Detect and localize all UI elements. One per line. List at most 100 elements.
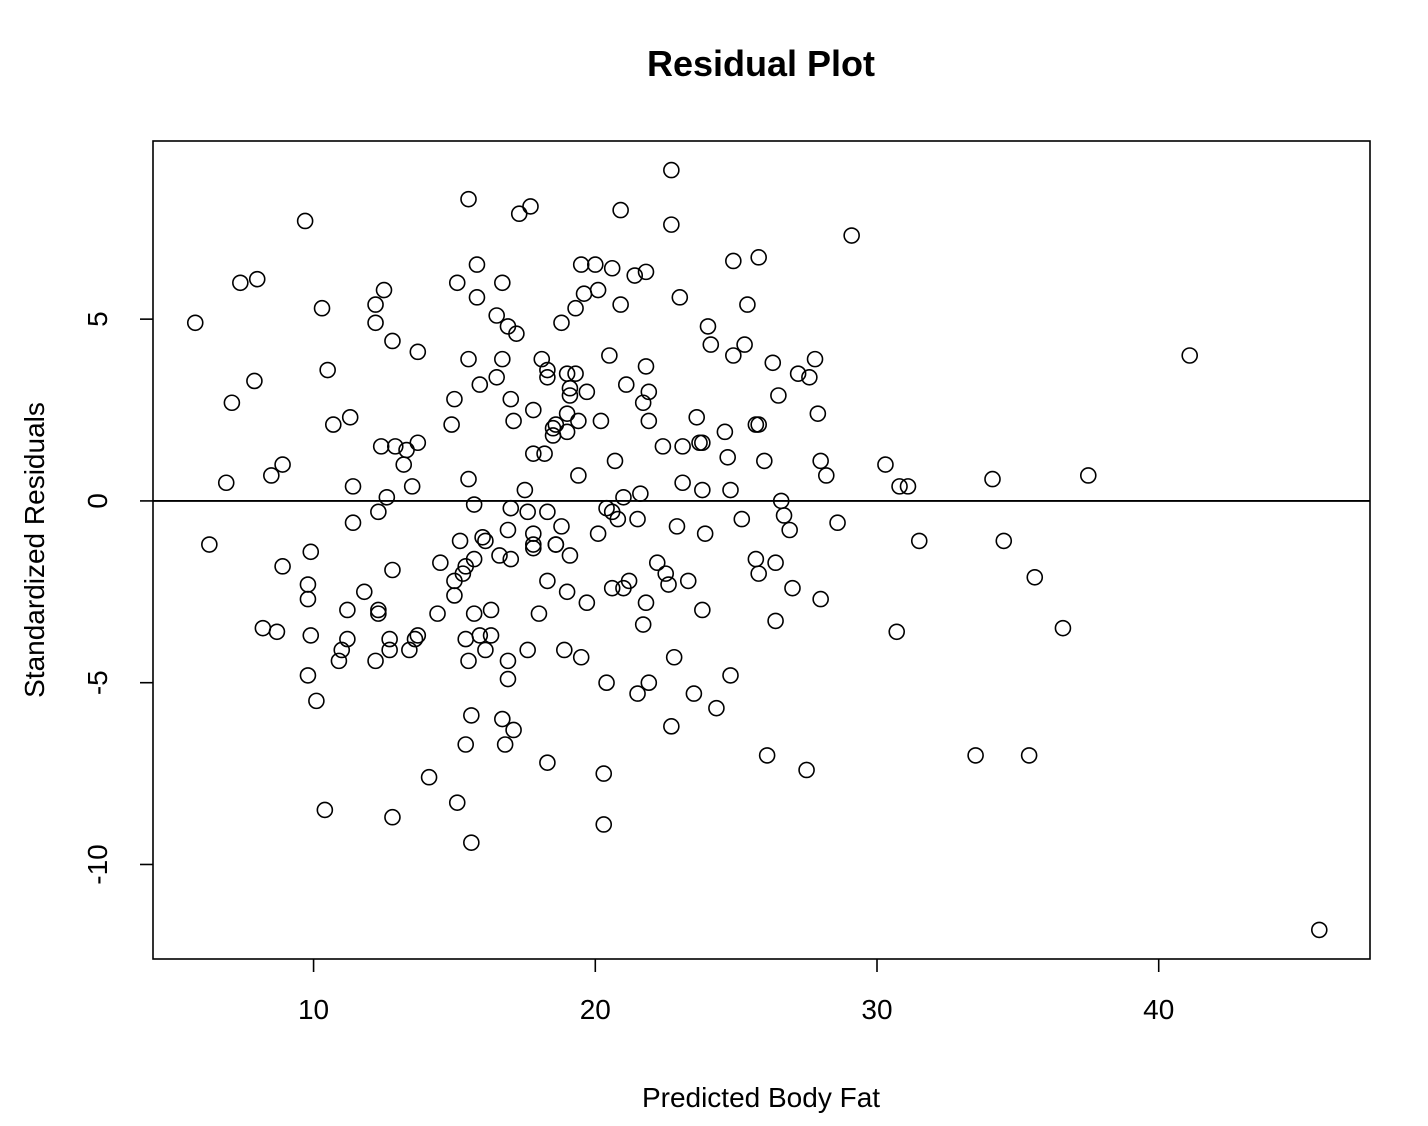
data-point [722, 667, 739, 684]
data-point [248, 270, 266, 288]
data-point [488, 369, 505, 386]
data-point [888, 623, 906, 641]
data-point [694, 601, 711, 619]
data-point [578, 594, 596, 612]
data-point [609, 510, 627, 528]
data-point [296, 212, 314, 230]
data-point [620, 572, 638, 590]
data-point [812, 590, 829, 608]
data-point [454, 565, 472, 582]
data-point [648, 554, 666, 572]
data-point [308, 692, 325, 710]
data-point [395, 456, 413, 473]
data-point [567, 365, 584, 382]
data-point [603, 579, 621, 597]
data-point [674, 438, 691, 455]
data-point [558, 423, 576, 441]
data-point [910, 532, 928, 550]
data-point [629, 685, 646, 702]
data-point [660, 576, 677, 593]
data-point [299, 590, 317, 608]
data-point [482, 627, 500, 644]
data-point [570, 412, 587, 430]
data-point [654, 438, 672, 455]
data-point [702, 336, 720, 353]
data-point [640, 412, 658, 430]
data-point [758, 747, 776, 764]
data-point [674, 474, 691, 492]
data-point [319, 361, 336, 379]
data-point [274, 456, 291, 473]
data-point [764, 354, 782, 372]
data-point [384, 561, 401, 579]
data-point [465, 550, 483, 568]
y-tick-label: 0 [82, 493, 113, 509]
data-point [561, 547, 579, 564]
data-point [460, 652, 477, 670]
data-point [499, 652, 517, 670]
data-point [789, 365, 807, 382]
data-point [1026, 568, 1044, 586]
data-point [465, 496, 483, 513]
data-point [626, 267, 644, 284]
data-point [505, 412, 522, 430]
data-point [784, 579, 801, 597]
data-point [460, 470, 477, 488]
data-point [750, 416, 767, 433]
data-point [601, 347, 618, 364]
data-point [460, 190, 477, 208]
data-point [186, 314, 204, 332]
data-point [519, 641, 536, 659]
data-point [1020, 747, 1038, 764]
data-point [575, 285, 593, 302]
data-point [324, 416, 342, 433]
data-point [494, 274, 511, 292]
data-point [525, 445, 542, 462]
residual-points [186, 161, 1328, 939]
data-point [367, 652, 384, 670]
data-point [603, 259, 621, 277]
data-point [767, 612, 784, 630]
data-point [443, 416, 460, 433]
data-point [533, 350, 551, 368]
data-point [567, 299, 584, 317]
data-point [539, 754, 556, 771]
data-point [474, 528, 491, 546]
data-point [733, 510, 751, 528]
data-point [494, 710, 511, 728]
data-point [756, 452, 773, 470]
data-point [612, 296, 629, 313]
data-point [457, 630, 475, 648]
data-point [637, 594, 655, 612]
data-point [615, 488, 632, 506]
y-axis-label: Standardized Residuals [19, 402, 50, 698]
data-point [770, 387, 787, 404]
data-point [801, 369, 818, 386]
data-point [384, 332, 401, 350]
data-point [612, 201, 629, 219]
data-point [370, 601, 387, 619]
data-point [420, 768, 438, 786]
data-point [725, 347, 742, 364]
data-point [539, 503, 556, 521]
data-point [1310, 921, 1328, 939]
data-point [246, 372, 263, 390]
data-point [694, 481, 711, 499]
data-point [448, 274, 466, 292]
data-point [409, 343, 427, 361]
data-point [372, 438, 390, 455]
data-point [696, 525, 714, 542]
data-point [341, 409, 359, 426]
data-point [629, 510, 646, 528]
data-point [589, 281, 607, 299]
y-axis: -10 -5 0 5 [82, 311, 153, 885]
y-tick-label: -10 [82, 844, 113, 884]
data-point [499, 521, 517, 539]
data-point [877, 456, 894, 473]
data-point [516, 481, 534, 499]
data-point [716, 423, 734, 441]
data-point [984, 470, 1001, 488]
data-point [722, 481, 739, 499]
data-point [510, 205, 528, 223]
y-tick-label: 5 [82, 311, 113, 327]
